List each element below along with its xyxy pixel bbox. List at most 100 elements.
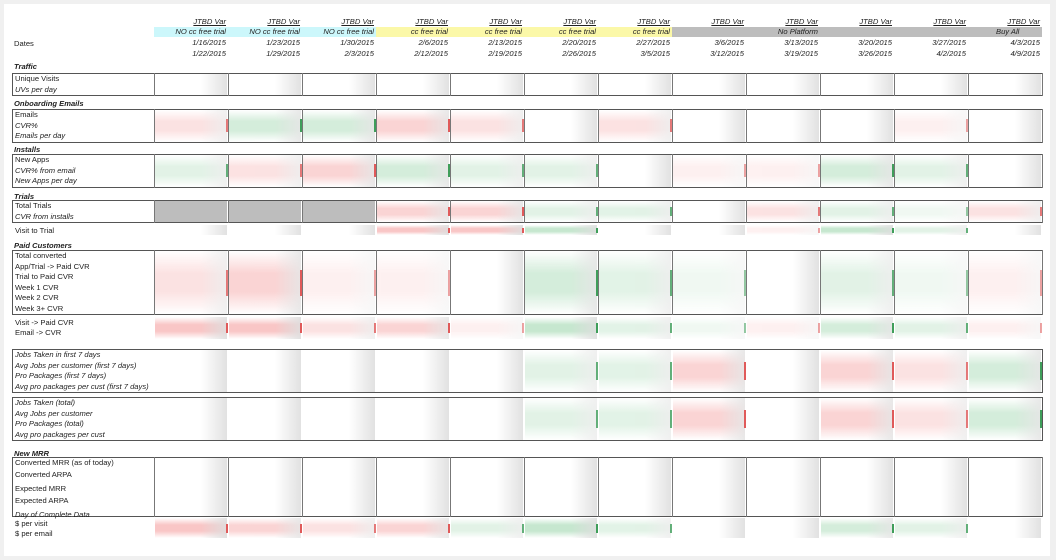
data-cell[interactable] [155, 155, 227, 187]
data-cell[interactable] [377, 518, 449, 538]
data-cell[interactable] [303, 350, 375, 392]
data-cell[interactable] [377, 398, 449, 440]
data-cell[interactable] [303, 518, 375, 538]
data-cell[interactable] [451, 398, 523, 440]
data-cell[interactable] [155, 74, 227, 95]
data-cell[interactable] [895, 518, 967, 538]
data-cell[interactable] [599, 155, 671, 187]
data-cell[interactable] [673, 350, 745, 392]
data-cell[interactable] [377, 155, 449, 187]
data-cell[interactable] [155, 317, 227, 339]
data-cell[interactable] [155, 398, 227, 440]
data-cell[interactable] [747, 201, 819, 222]
data-cell[interactable] [451, 110, 523, 142]
column-variant-label[interactable]: JTBD Var [415, 17, 448, 26]
data-cell[interactable] [229, 74, 301, 95]
data-cell[interactable] [377, 201, 449, 222]
data-cell[interactable] [747, 518, 819, 538]
data-cell[interactable] [969, 110, 1041, 142]
data-cell[interactable] [821, 74, 893, 95]
data-cell[interactable] [747, 317, 819, 339]
data-cell[interactable] [895, 155, 967, 187]
data-cell[interactable] [377, 350, 449, 392]
data-cell[interactable] [599, 317, 671, 339]
data-cell[interactable] [155, 350, 227, 392]
column-variant-label[interactable]: JTBD Var [711, 17, 744, 26]
data-cell[interactable] [303, 398, 375, 440]
data-cell[interactable] [599, 74, 671, 95]
data-cell[interactable] [451, 458, 523, 516]
data-cell[interactable] [525, 458, 597, 516]
data-cell[interactable] [673, 155, 745, 187]
data-cell[interactable] [525, 74, 597, 95]
data-cell[interactable] [895, 201, 967, 222]
data-cell[interactable] [673, 201, 745, 222]
data-cell[interactable] [969, 350, 1041, 392]
data-cell[interactable] [895, 74, 967, 95]
data-cell[interactable] [673, 398, 745, 440]
data-cell[interactable] [229, 458, 301, 516]
column-variant-label[interactable]: JTBD Var [489, 17, 522, 26]
data-cell[interactable] [525, 317, 597, 339]
data-cell[interactable] [969, 225, 1041, 235]
data-cell[interactable] [303, 74, 375, 95]
data-cell[interactable] [673, 458, 745, 516]
data-cell[interactable] [969, 398, 1041, 440]
column-variant-label[interactable]: JTBD Var [785, 17, 818, 26]
data-cell[interactable] [451, 201, 523, 222]
data-cell[interactable] [969, 251, 1041, 314]
data-cell[interactable] [377, 74, 449, 95]
data-cell[interactable] [303, 458, 375, 516]
data-cell[interactable] [303, 317, 375, 339]
data-cell[interactable] [155, 458, 227, 516]
data-cell[interactable] [599, 110, 671, 142]
data-cell[interactable] [377, 458, 449, 516]
data-cell[interactable] [451, 155, 523, 187]
data-cell[interactable] [821, 350, 893, 392]
data-cell[interactable] [747, 251, 819, 314]
data-cell[interactable] [451, 74, 523, 95]
data-cell[interactable] [155, 225, 227, 235]
data-cell[interactable] [969, 317, 1041, 339]
data-cell[interactable] [821, 110, 893, 142]
data-cell[interactable] [895, 110, 967, 142]
data-cell[interactable] [451, 317, 523, 339]
data-cell[interactable] [377, 225, 449, 235]
data-cell[interactable] [525, 155, 597, 187]
column-variant-label[interactable]: JTBD Var [193, 17, 226, 26]
data-cell[interactable] [895, 251, 967, 314]
data-cell[interactable] [673, 110, 745, 142]
data-cell[interactable] [377, 110, 449, 142]
data-cell[interactable] [821, 398, 893, 440]
column-variant-label[interactable]: JTBD Var [267, 17, 300, 26]
column-variant-label[interactable]: JTBD Var [859, 17, 892, 26]
column-variant-label[interactable]: JTBD Var [637, 17, 670, 26]
data-cell[interactable] [969, 201, 1041, 222]
data-cell[interactable] [229, 350, 301, 392]
data-cell[interactable] [747, 74, 819, 95]
data-cell[interactable] [821, 251, 893, 314]
data-cell[interactable] [747, 110, 819, 142]
data-cell[interactable] [229, 317, 301, 339]
data-cell[interactable] [451, 350, 523, 392]
data-cell[interactable] [451, 518, 523, 538]
data-cell[interactable] [969, 74, 1041, 95]
data-cell[interactable] [895, 398, 967, 440]
data-cell[interactable] [229, 251, 301, 314]
data-cell[interactable] [229, 110, 301, 142]
data-cell[interactable] [229, 155, 301, 187]
data-cell[interactable] [229, 398, 301, 440]
data-cell[interactable] [747, 398, 819, 440]
data-cell[interactable] [377, 251, 449, 314]
data-cell[interactable] [451, 251, 523, 314]
data-cell[interactable] [599, 518, 671, 538]
data-cell[interactable] [821, 155, 893, 187]
data-cell[interactable] [229, 225, 301, 235]
column-variant-label[interactable]: JTBD Var [341, 17, 374, 26]
data-cell[interactable] [599, 201, 671, 222]
column-variant-label[interactable]: JTBD Var [933, 17, 966, 26]
data-cell[interactable] [525, 225, 597, 235]
data-cell[interactable] [229, 201, 301, 222]
data-cell[interactable] [525, 350, 597, 392]
data-cell[interactable] [155, 110, 227, 142]
